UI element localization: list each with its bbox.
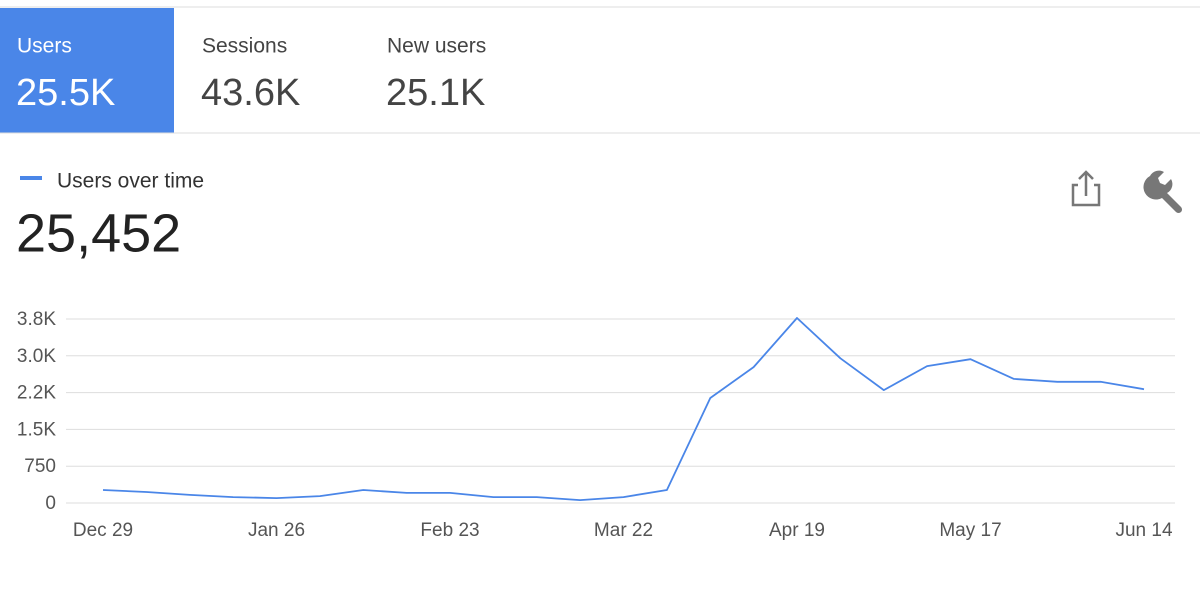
plot: 0 750 1.5K 2.2K 3.0K 3.8K Dec 29 Jan 26 Feb 23 Ma… (17, 309, 1175, 541)
y-tick-label: 3.8K (17, 309, 56, 330)
x-tick-label: May 17 (939, 520, 1001, 541)
x-tick-label: Apr 19 (769, 520, 825, 541)
total-value: 25,452 (16, 203, 181, 263)
tab-label: New users (387, 35, 486, 58)
y-tick-label: 1.5K (17, 419, 56, 440)
tab[interactable]: New users 25.1K (386, 35, 486, 114)
y-tick-label: 2.2K (17, 383, 56, 404)
tab-label: Sessions (202, 35, 287, 58)
x-tick-label: Mar 22 (594, 520, 653, 541)
y-tick-label: 0 (45, 493, 56, 514)
tab-value: 25.1K (386, 72, 485, 114)
data-line (102, 317, 1145, 501)
tab[interactable]: Users 25.5K (16, 35, 115, 114)
tab-value: 43.6K (201, 72, 300, 114)
tab-value: 25.5K (16, 72, 115, 114)
x-tick-label: Jan 26 (248, 520, 305, 541)
y-tick-label: 3.0K (17, 346, 56, 367)
x-tick-label: Dec 29 (73, 520, 133, 541)
y-tick-label: 750 (24, 456, 56, 477)
active-tab-background[interactable] (0, 8, 174, 133)
legend-label: Users over time (57, 170, 204, 193)
settings-icon[interactable] (1143, 170, 1183, 214)
tab[interactable]: Sessions 43.6K (201, 35, 300, 114)
x-tick-label: Jun 14 (1115, 520, 1172, 541)
tab-label: Users (17, 35, 72, 58)
x-tick-label: Feb 23 (420, 520, 479, 541)
share-icon[interactable] (1071, 170, 1101, 207)
